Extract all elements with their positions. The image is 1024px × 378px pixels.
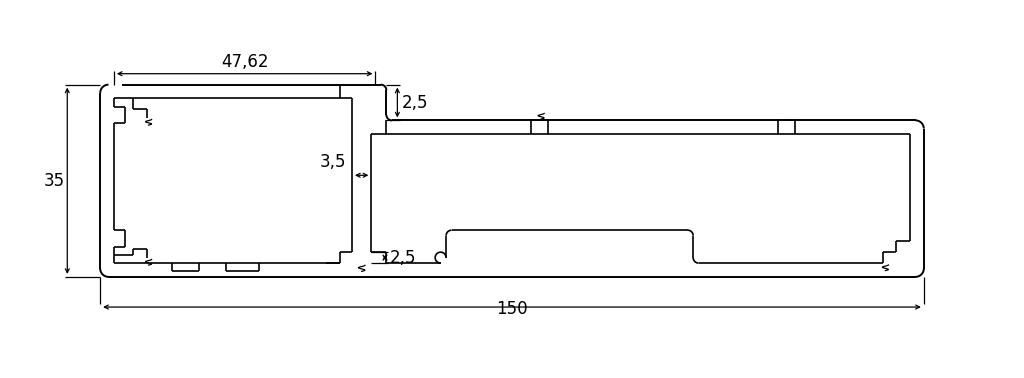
Text: 35: 35 xyxy=(43,172,65,190)
Text: 3,5: 3,5 xyxy=(321,153,346,171)
Text: 2,5: 2,5 xyxy=(401,93,428,112)
Text: 150: 150 xyxy=(497,300,527,318)
Text: 47,62: 47,62 xyxy=(221,53,268,71)
Text: 2,5: 2,5 xyxy=(389,249,416,266)
